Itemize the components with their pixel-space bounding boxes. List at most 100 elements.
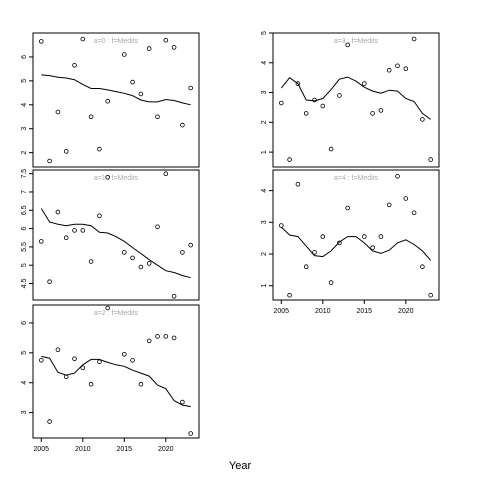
data-point	[188, 242, 194, 248]
smooth-line	[40, 208, 191, 279]
data-point	[55, 347, 61, 353]
panel-strip-label: a=2 : f=Medits	[94, 310, 139, 317]
smooth-line	[41, 355, 191, 408]
panel-0: a=0 : f=Medits 2 3 4 5 6	[21, 32, 200, 168]
data-point	[320, 103, 326, 109]
data-point	[105, 175, 110, 180]
data-point	[180, 250, 185, 255]
y-tick-label: 7.5	[21, 169, 28, 179]
data-point	[155, 114, 160, 120]
y-tick-label: 4	[261, 61, 268, 65]
data-point	[420, 264, 425, 270]
x-tick-label: 2010	[315, 308, 331, 315]
data-point	[97, 146, 102, 152]
x-tick-label: 2005	[274, 308, 290, 315]
y-tick-label: 3	[21, 411, 28, 415]
data-point	[155, 224, 160, 230]
y-tick-label: 6	[21, 321, 28, 325]
y-tick-label: 6	[21, 227, 28, 231]
data-point	[370, 111, 375, 116]
data-point	[312, 250, 317, 255]
x-tick-label: 2020	[158, 446, 174, 453]
y-tick-label: 5	[21, 263, 28, 267]
data-point	[287, 292, 292, 298]
data-point	[63, 374, 69, 380]
panel-2: a=2 : f=Medits 3 4 5 6 2005 2010 2015 2020	[21, 304, 200, 453]
data-point	[72, 228, 77, 233]
data-point	[180, 122, 185, 128]
data-point	[163, 171, 169, 177]
data-point	[130, 255, 135, 261]
data-point	[420, 117, 425, 122]
data-point	[63, 235, 69, 241]
data-point	[55, 209, 61, 215]
data-point	[80, 36, 86, 42]
panel-strip-label: a=1 : f=Medits	[94, 175, 139, 182]
data-point	[312, 97, 317, 103]
y-tick-label: 5	[261, 31, 268, 35]
data-point	[88, 259, 94, 264]
y-tick-label: 3	[261, 91, 268, 95]
data-point	[97, 359, 102, 365]
data-point	[188, 85, 194, 91]
panel-frame	[32, 32, 200, 168]
y-tick-label: 7	[21, 190, 28, 194]
y-tick-label: 4	[261, 189, 268, 193]
data-point	[403, 66, 409, 71]
data-point	[278, 100, 284, 106]
data-point	[328, 280, 334, 285]
panel-1: a=1 : f=Medits 4.5 5 5.5 6 6.5 7 7.5	[21, 169, 200, 301]
data-point	[411, 36, 417, 42]
data-point	[105, 305, 110, 311]
data-point	[361, 234, 367, 239]
data-point	[130, 79, 135, 85]
data-point	[47, 158, 52, 164]
x-tick-label: 2015	[117, 446, 133, 453]
y-tick-label: 2	[21, 151, 28, 155]
panel-4: a=4 : f=Medits 1 2 3 4 2005 2010 2015 2020	[261, 169, 440, 315]
y-tick-label: 5	[21, 79, 28, 83]
smooth-line	[41, 74, 191, 106]
y-tick-label: 1	[261, 150, 268, 154]
data-point	[411, 210, 417, 216]
x-tick-label: 2005	[34, 446, 50, 453]
data-point	[345, 205, 351, 211]
data-point	[188, 431, 194, 436]
x-tick-label: 2015	[357, 308, 373, 315]
data-point	[97, 213, 102, 219]
panel-frame	[272, 169, 440, 301]
y-tick-label: 4	[21, 381, 28, 385]
data-point	[38, 239, 44, 244]
data-point	[130, 357, 135, 363]
data-point	[345, 42, 351, 48]
data-point	[287, 157, 292, 162]
x-axis-title: Year	[229, 460, 252, 472]
data-point	[337, 93, 342, 98]
panel-frame	[32, 169, 200, 301]
data-point	[105, 98, 110, 104]
data-point	[295, 81, 301, 86]
data-point	[122, 52, 127, 57]
data-point	[63, 149, 69, 154]
data-point	[180, 399, 185, 405]
data-point	[278, 223, 284, 228]
data-point	[146, 46, 152, 51]
y-tick-label: 2	[261, 252, 268, 256]
smooth-line	[280, 76, 431, 120]
panel-frame	[272, 32, 440, 168]
data-point	[146, 338, 152, 344]
x-tick-label: 2020	[398, 308, 414, 315]
data-point	[80, 228, 86, 233]
y-tick-label: 4	[21, 103, 28, 107]
data-point	[295, 182, 301, 187]
data-point	[303, 264, 309, 270]
data-point	[138, 381, 144, 387]
y-tick-label: 1	[261, 284, 268, 288]
panel-strip-label: a=3 : f=Medits	[334, 38, 379, 45]
data-point	[328, 146, 334, 152]
data-point	[428, 292, 434, 298]
data-point	[55, 109, 61, 115]
y-tick-label: 5.5	[21, 242, 28, 252]
panel-3: a=3 : f=Medits 1 2 3 4 5	[261, 31, 440, 168]
